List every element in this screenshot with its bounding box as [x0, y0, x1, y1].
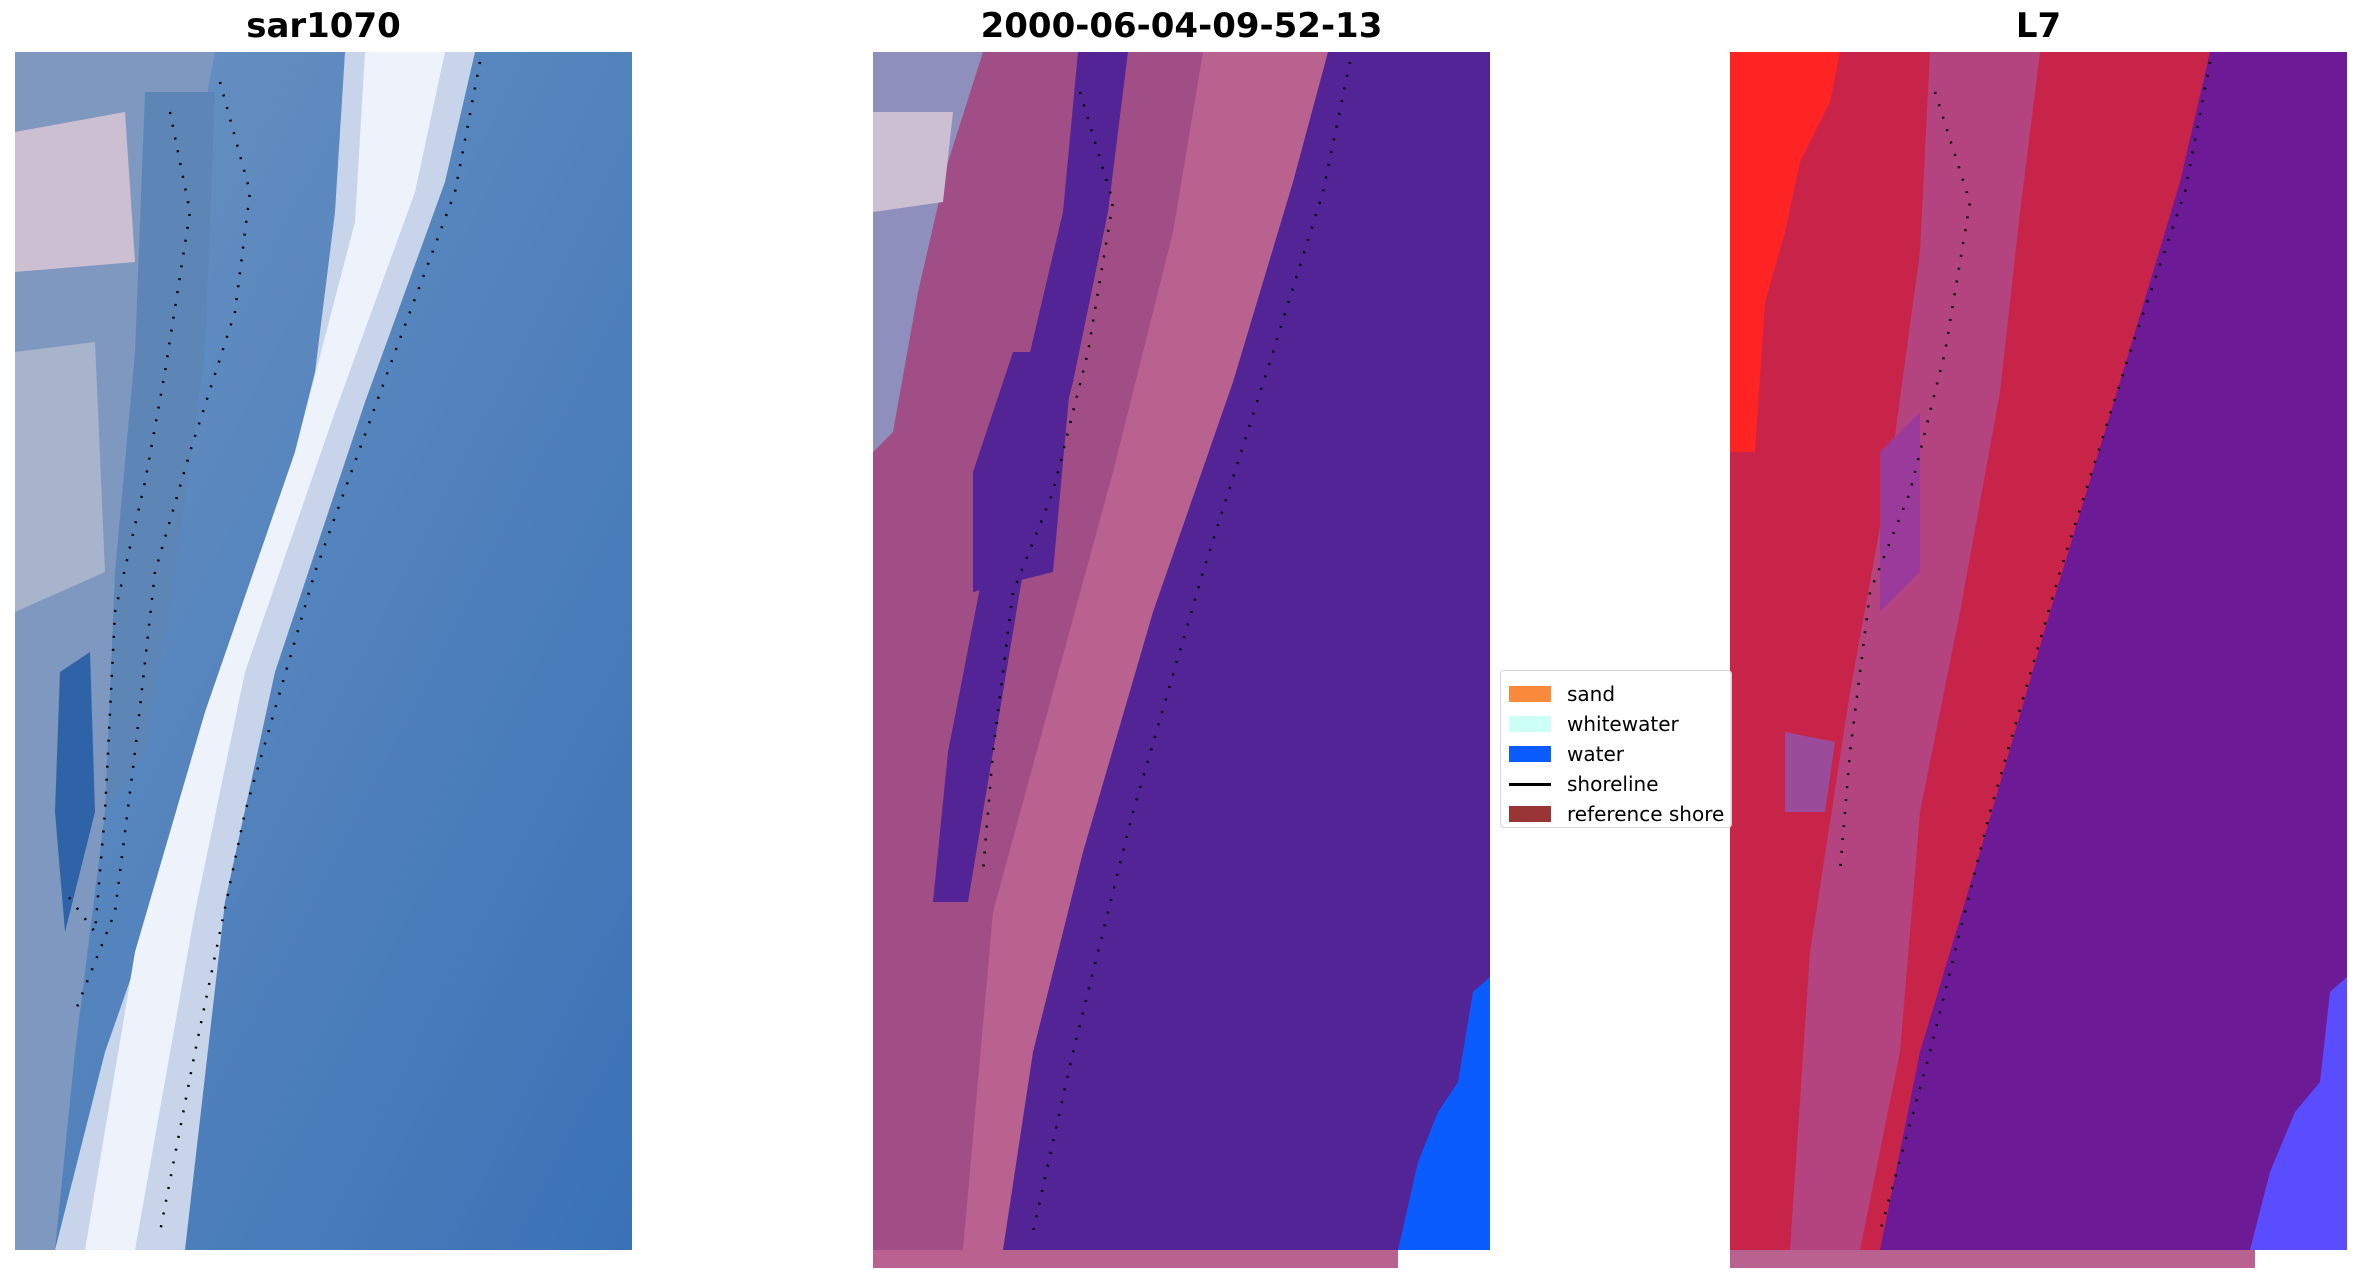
legend-swatch-whitewater [1509, 716, 1551, 732]
legend-item-shoreline: shoreline [1501, 769, 1731, 799]
legend-label-sand: sand [1567, 682, 1616, 706]
legend-label-reference-shore: reference shore [1567, 802, 1725, 826]
legend-item-whitewater: whitewater [1501, 709, 1731, 739]
legend-line-shoreline [1509, 782, 1551, 786]
classification-image [873, 52, 1490, 1268]
legend-swatch-sand [1509, 686, 1551, 702]
rgb-image-panel [15, 52, 632, 1250]
legend-label-whitewater: whitewater [1567, 712, 1679, 736]
classified-image-panel [873, 52, 1490, 1268]
legend-label-water: water [1567, 742, 1624, 766]
legend-item-sand: sand [1501, 679, 1731, 709]
panel-title-right: L7 [2015, 6, 2062, 46]
panel-title-center: 2000-06-04-09-52-13 [980, 6, 1383, 46]
legend: sand whitewater water shoreline referenc… [1500, 670, 1732, 828]
rgb-satellite-image [15, 52, 632, 1250]
legend-item-water: water [1501, 739, 1731, 769]
legend-swatch-water [1509, 746, 1551, 762]
legend-item-reference-shore: reference shore [1501, 799, 1731, 827]
index-image-panel [1730, 52, 2347, 1268]
panel-title-left: sar1070 [246, 6, 401, 46]
index-image [1730, 52, 2347, 1268]
legend-label-shoreline: shoreline [1567, 772, 1659, 796]
legend-swatch-reference-shore [1509, 806, 1551, 822]
